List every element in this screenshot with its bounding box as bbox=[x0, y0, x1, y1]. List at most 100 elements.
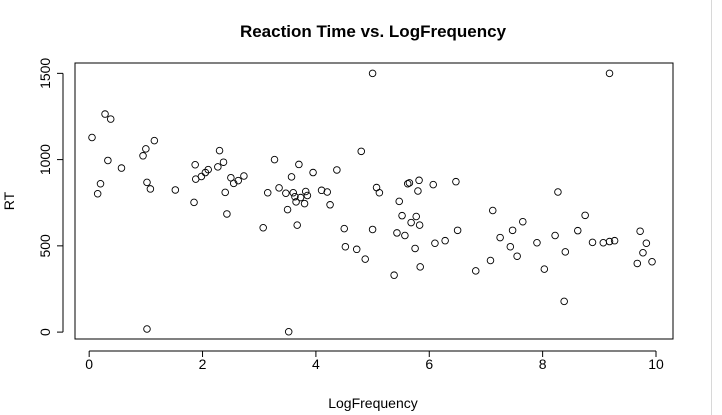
data-point bbox=[639, 248, 647, 257]
data-point bbox=[496, 233, 504, 242]
y-tick-label: 1500 bbox=[37, 58, 53, 89]
data-point bbox=[190, 198, 198, 207]
data-points bbox=[88, 69, 656, 336]
data-point bbox=[412, 212, 420, 221]
data-point bbox=[117, 164, 126, 172]
data-point bbox=[375, 188, 384, 197]
data-point bbox=[340, 224, 348, 233]
data-point bbox=[508, 226, 517, 235]
x-tick-label: 6 bbox=[425, 356, 433, 372]
x-tick-label: 4 bbox=[312, 356, 320, 372]
data-point bbox=[368, 225, 377, 234]
data-point bbox=[270, 155, 279, 164]
data-point bbox=[284, 328, 293, 336]
axes: 0 2 4 6 8 10 0 500 1000 1500 bbox=[37, 58, 664, 372]
chart-title: Reaction Time vs. LogFrequency bbox=[240, 22, 507, 41]
data-point bbox=[143, 325, 151, 333]
data-point bbox=[648, 257, 656, 266]
data-point bbox=[317, 186, 326, 195]
data-point bbox=[139, 152, 147, 160]
data-point bbox=[390, 271, 398, 279]
data-point bbox=[309, 168, 317, 177]
data-point bbox=[574, 226, 582, 235]
data-point bbox=[486, 256, 495, 265]
x-tick-label: 10 bbox=[648, 356, 664, 372]
data-point bbox=[303, 191, 312, 200]
data-point bbox=[452, 177, 460, 186]
data-point bbox=[357, 147, 365, 156]
data-point bbox=[471, 267, 480, 275]
data-point bbox=[415, 176, 423, 185]
data-point bbox=[414, 187, 422, 195]
data-point bbox=[219, 158, 228, 166]
data-point bbox=[214, 163, 222, 171]
data-point bbox=[93, 190, 102, 198]
data-point bbox=[368, 69, 377, 78]
data-point bbox=[88, 133, 96, 142]
data-point bbox=[561, 248, 570, 256]
data-point bbox=[296, 193, 305, 202]
data-point bbox=[416, 263, 424, 271]
y-tick-label: 1000 bbox=[37, 144, 53, 175]
data-point bbox=[411, 244, 419, 253]
data-point bbox=[300, 199, 309, 208]
data-point bbox=[283, 205, 292, 214]
plot-area-border bbox=[74, 62, 674, 340]
y-axis-label: RT bbox=[1, 191, 17, 210]
data-point bbox=[104, 156, 112, 165]
data-point bbox=[519, 217, 527, 226]
data-point bbox=[407, 218, 415, 227]
data-point bbox=[429, 180, 437, 189]
data-point bbox=[488, 206, 497, 215]
data-point bbox=[560, 297, 568, 306]
data-point bbox=[588, 238, 597, 247]
x-tick-label: 2 bbox=[199, 356, 207, 372]
data-point bbox=[289, 188, 297, 197]
x-tick-label: 0 bbox=[85, 356, 93, 372]
data-point bbox=[352, 245, 361, 254]
data-point bbox=[506, 242, 515, 251]
data-point bbox=[326, 201, 334, 209]
data-point bbox=[221, 188, 229, 197]
data-point bbox=[642, 239, 651, 248]
data-point bbox=[415, 221, 424, 229]
data-point bbox=[197, 172, 206, 181]
data-point bbox=[263, 188, 272, 197]
data-point bbox=[361, 255, 369, 263]
data-point bbox=[275, 184, 283, 192]
data-point bbox=[605, 69, 614, 78]
data-point bbox=[96, 179, 105, 188]
data-point bbox=[101, 110, 109, 118]
x-axis-label: LogFrequency bbox=[328, 395, 418, 411]
data-point bbox=[405, 179, 414, 187]
data-point bbox=[171, 186, 180, 194]
data-point bbox=[146, 185, 155, 193]
data-point bbox=[554, 188, 562, 196]
data-point bbox=[301, 187, 310, 196]
window-edge-divider bbox=[711, 0, 712, 415]
data-point bbox=[633, 259, 642, 268]
data-point bbox=[323, 188, 331, 196]
data-point bbox=[215, 146, 224, 155]
data-point bbox=[333, 166, 341, 174]
data-point bbox=[291, 192, 299, 201]
data-point bbox=[143, 178, 151, 187]
data-point bbox=[223, 210, 231, 218]
data-point bbox=[441, 236, 449, 245]
data-point bbox=[234, 176, 242, 185]
data-point bbox=[403, 179, 412, 188]
data-point bbox=[540, 265, 549, 273]
data-point bbox=[341, 242, 350, 251]
data-point bbox=[398, 211, 406, 220]
data-point bbox=[533, 238, 541, 247]
data-point bbox=[610, 236, 619, 245]
data-point bbox=[401, 231, 409, 240]
data-point bbox=[293, 221, 301, 229]
data-point bbox=[106, 115, 115, 123]
data-point bbox=[204, 165, 212, 174]
data-point bbox=[581, 211, 589, 220]
data-point bbox=[295, 160, 303, 169]
data-point bbox=[282, 189, 290, 197]
data-point bbox=[605, 237, 614, 246]
